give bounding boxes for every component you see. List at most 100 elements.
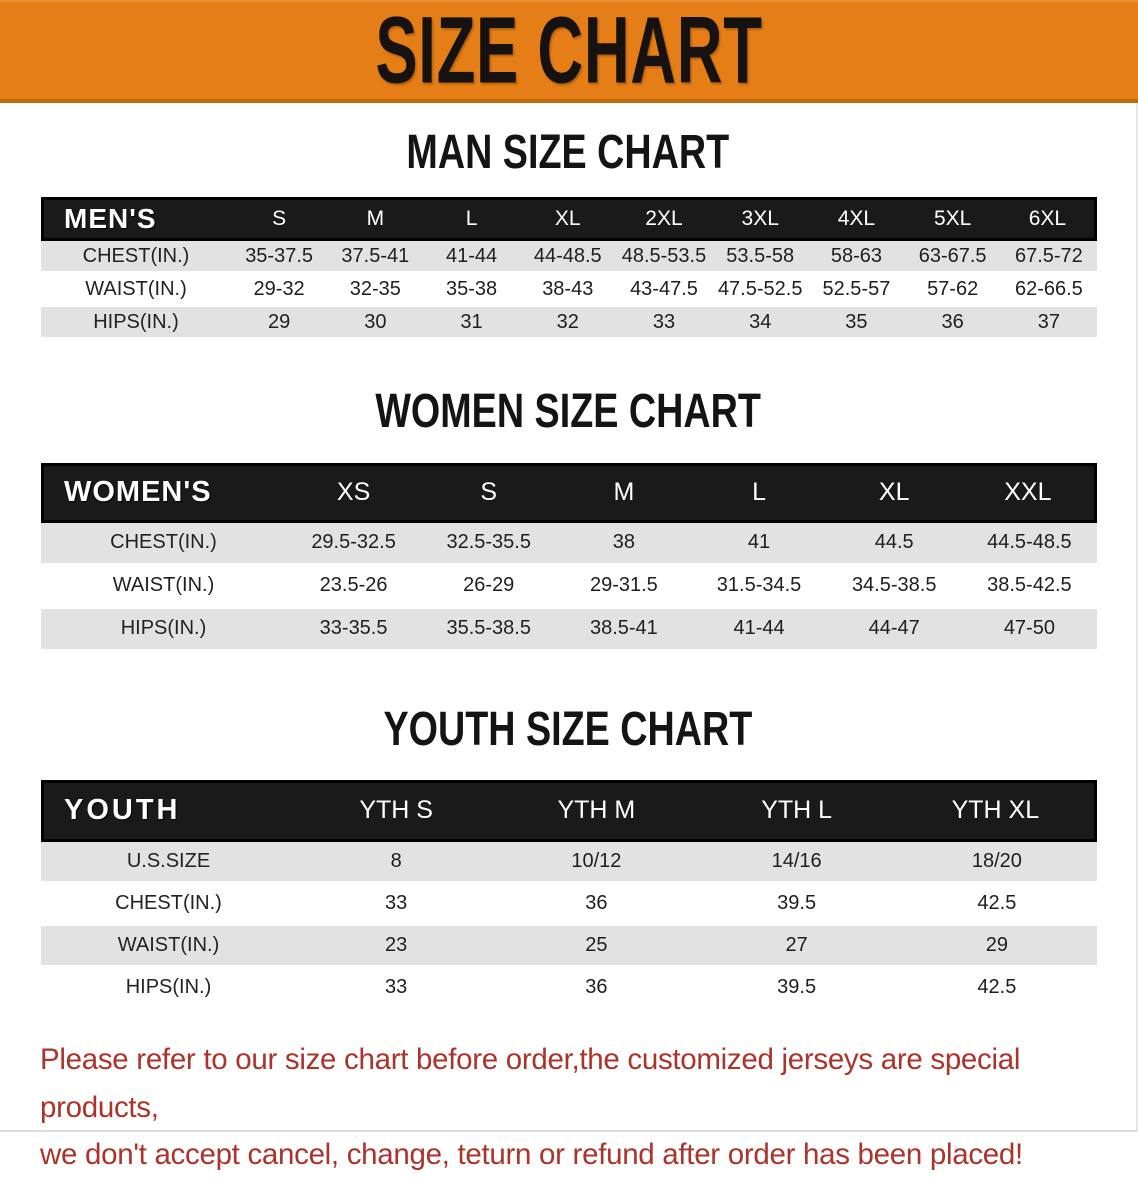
- man-size-chart-heading-text: MAN SIZE CHART: [406, 123, 730, 179]
- size-value-cell: 25: [496, 925, 697, 968]
- size-value-cell: 30: [327, 307, 424, 341]
- size-value-cell: 38: [556, 522, 692, 566]
- size-value-cell: 39.5: [696, 967, 897, 1010]
- womens-size-table: WOMEN'S XS S M L XL XXL CHEST(IN.) 29.5-32.5 32.5…: [41, 462, 1097, 652]
- size-value-cell: 57-62: [904, 274, 1001, 308]
- measurement-row-label: CHEST(IN.): [41, 522, 286, 566]
- size-value-cell: 33: [296, 967, 497, 1010]
- size-value-cell: 63-67.5: [904, 241, 1001, 275]
- size-value-cell: 8: [296, 841, 497, 884]
- size-value-cell: 23: [296, 925, 497, 968]
- size-value-cell: 33: [296, 883, 497, 926]
- order-disclaimer: Please refer to our size chart before or…: [40, 1036, 1116, 1179]
- size-value-cell: 42.5: [896, 967, 1097, 1010]
- size-value-cell: 38.5-42.5: [961, 565, 1097, 609]
- size-value-cell: 33: [615, 307, 713, 341]
- table-row: CHEST(IN.) 29.5-32.5 32.5-35.5 38 41 44.5 44.5…: [41, 522, 1097, 566]
- size-value-cell: 29-31.5: [556, 565, 692, 609]
- size-column-header: 4XL: [808, 197, 905, 242]
- measurement-row-label: U.S.SIZE: [41, 841, 296, 884]
- size-column-header: 2XL: [615, 197, 713, 242]
- table-corner-label: WOMEN'S: [41, 462, 286, 523]
- size-value-cell: 27: [696, 925, 897, 968]
- size-value-cell: 14/16: [696, 841, 897, 884]
- measurement-row-label: HIPS(IN.): [41, 307, 231, 341]
- table-row: U.S.SIZE 8 10/12 14/16 18/20: [41, 841, 1097, 884]
- size-value-cell: 34.5-38.5: [826, 565, 962, 609]
- youth-size-chart-heading-text: YOUTH SIZE CHART: [383, 700, 753, 755]
- measurement-row-label: WAIST(IN.): [41, 274, 231, 308]
- size-column-header: S: [231, 197, 328, 242]
- size-column-header: XS: [286, 462, 422, 523]
- size-column-header: M: [327, 197, 424, 242]
- table-row: WAIST(IN.) 29-32 32-35 35-38 38-43 43-47.5 47.…: [41, 274, 1097, 308]
- size-value-cell: 47.5-52.5: [712, 274, 809, 308]
- size-value-cell: 47-50: [961, 608, 1097, 652]
- women-size-chart-heading-text: WOMEN SIZE CHART: [375, 382, 761, 438]
- size-value-cell: 33-35.5: [286, 608, 422, 652]
- size-value-cell: 62-66.5: [1000, 274, 1097, 308]
- size-value-cell: 35: [808, 307, 905, 341]
- size-value-cell: 32: [519, 307, 616, 341]
- measurement-row-label: WAIST(IN.): [41, 565, 286, 609]
- man-size-chart-heading: MAN SIZE CHART: [0, 123, 1136, 179]
- size-column-header: YTH M: [496, 779, 697, 842]
- size-value-cell: 36: [496, 967, 697, 1010]
- table-row: WAIST(IN.) 23 25 27 29: [41, 925, 1097, 968]
- size-chart-banner: SIZE CHART: [0, 0, 1138, 103]
- size-value-cell: 53.5-58: [712, 241, 809, 275]
- table-corner-label: YOUTH: [41, 779, 296, 842]
- size-chart-title: SIZE CHART: [375, 0, 763, 103]
- size-value-cell: 41: [691, 522, 827, 566]
- table-row: CHEST(IN.) 33 36 39.5 42.5: [41, 883, 1097, 926]
- youth-size-table: YOUTH YTH S YTH M YTH L YTH XL U.S.SIZE 8 10/12…: [41, 779, 1097, 1010]
- measurement-row-label: HIPS(IN.): [41, 967, 296, 1010]
- size-column-header: 5XL: [904, 197, 1001, 242]
- table-row: HIPS(IN.) 33 36 39.5 42.5: [41, 967, 1097, 1010]
- size-value-cell: 29: [231, 307, 328, 341]
- women-size-chart-heading: WOMEN SIZE CHART: [0, 382, 1136, 438]
- youth-size-chart-heading: YOUTH SIZE CHART: [0, 700, 1136, 755]
- measurement-row-label: CHEST(IN.): [41, 883, 296, 926]
- size-value-cell: 23.5-26: [286, 565, 422, 609]
- table-row: HIPS(IN.) 33-35.5 35.5-38.5 38.5-41 41-44 44-…: [41, 608, 1097, 652]
- size-value-cell: 52.5-57: [808, 274, 905, 308]
- size-value-cell: 41-44: [691, 608, 827, 652]
- measurement-row-label: HIPS(IN.): [41, 608, 286, 652]
- size-column-header: YTH L: [696, 779, 897, 842]
- size-value-cell: 43-47.5: [615, 274, 713, 308]
- size-column-header: XL: [826, 462, 962, 523]
- size-value-cell: 26-29: [421, 565, 557, 609]
- table-row: WAIST(IN.) 23.5-26 26-29 29-31.5 31.5-34.5 34…: [41, 565, 1097, 609]
- size-column-header: YTH XL: [896, 779, 1097, 842]
- size-value-cell: 37: [1000, 307, 1097, 341]
- size-value-cell: 35.5-38.5: [421, 608, 557, 652]
- measurement-row-label: CHEST(IN.): [41, 241, 231, 275]
- size-value-cell: 44.5: [826, 522, 962, 566]
- size-value-cell: 44.5-48.5: [961, 522, 1097, 566]
- size-value-cell: 38-43: [519, 274, 616, 308]
- size-value-cell: 38.5-41: [556, 608, 692, 652]
- size-column-header: L: [423, 197, 520, 242]
- size-value-cell: 31: [423, 307, 520, 341]
- size-column-header: 3XL: [712, 197, 809, 242]
- size-value-cell: 35-37.5: [231, 241, 328, 275]
- size-value-cell: 37.5-41: [327, 241, 424, 275]
- size-column-header: 6XL: [1000, 197, 1097, 242]
- size-column-header: S: [421, 462, 557, 523]
- size-value-cell: 42.5: [896, 883, 1097, 926]
- order-disclaimer-line2: we don't accept cancel, change, teturn o…: [40, 1138, 1023, 1172]
- size-value-cell: 29.5-32.5: [286, 522, 422, 566]
- mens-size-table: MEN'S S M L XL 2XL 3XL 4XL 5XL 6XL CHEST(IN.) 35-37…: [41, 197, 1097, 341]
- size-value-cell: 10/12: [496, 841, 697, 884]
- size-column-header: XXL: [961, 462, 1097, 523]
- size-column-header: L: [691, 462, 827, 523]
- size-column-header: XL: [519, 197, 616, 242]
- size-value-cell: 44-47: [826, 608, 962, 652]
- size-value-cell: 18/20: [896, 841, 1097, 884]
- size-value-cell: 29: [896, 925, 1097, 968]
- size-value-cell: 34: [712, 307, 809, 341]
- size-value-cell: 36: [904, 307, 1001, 341]
- size-value-cell: 31.5-34.5: [691, 565, 827, 609]
- size-value-cell: 58-63: [808, 241, 905, 275]
